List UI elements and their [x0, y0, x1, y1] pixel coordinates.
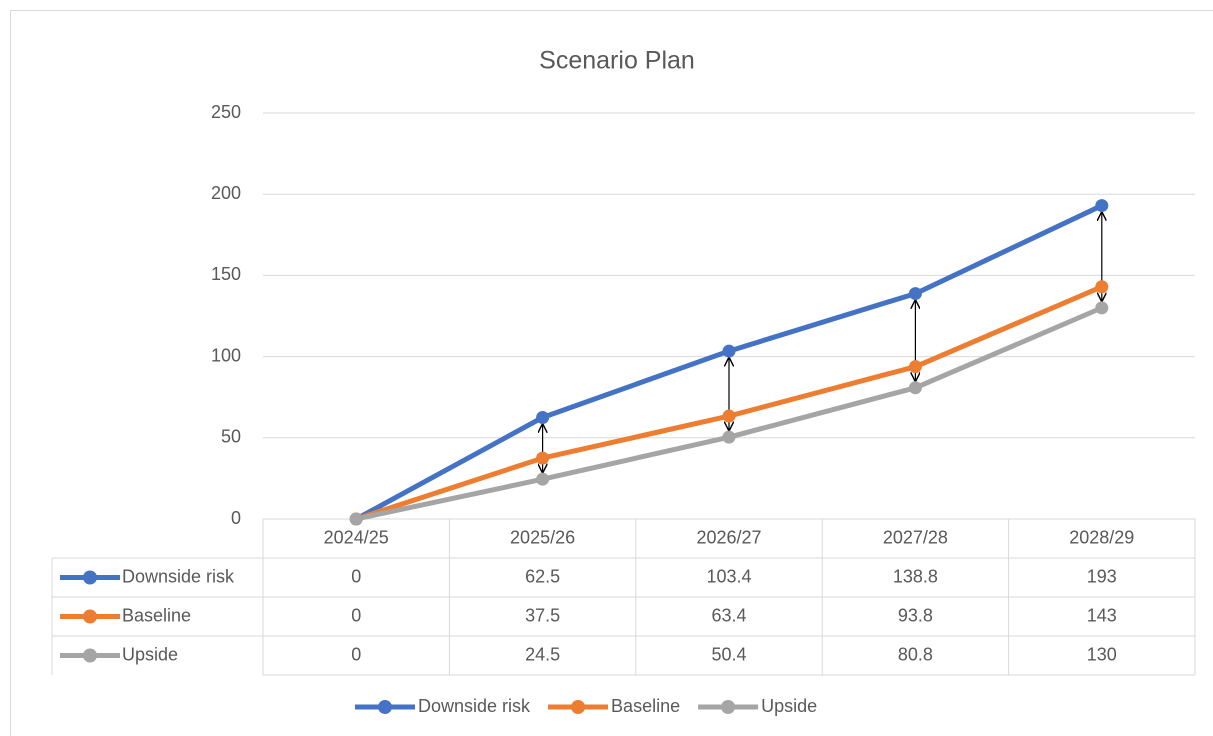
legend-label: Upside — [761, 696, 817, 716]
y-tick-label: 50 — [221, 427, 241, 447]
y-tick-label: 250 — [211, 102, 241, 122]
table-legend-key — [83, 570, 97, 585]
series-marker — [1095, 199, 1109, 213]
series-marker — [908, 381, 922, 395]
x-tick-label: 2028/29 — [1069, 527, 1134, 547]
y-tick-label: 0 — [231, 508, 241, 528]
table-value: 37.5 — [525, 605, 560, 625]
series-marker — [1095, 301, 1109, 315]
y-tick-label: 150 — [211, 264, 241, 284]
series-marker — [1095, 280, 1109, 294]
chart-title: Scenario Plan — [539, 47, 695, 75]
x-tick-label: 2027/28 — [883, 527, 948, 547]
legend-key — [721, 700, 736, 714]
table-value: 143 — [1087, 605, 1117, 625]
legend-key — [378, 700, 392, 714]
table-series-name: Baseline — [122, 605, 191, 625]
series-marker — [536, 411, 550, 424]
table-value: 50.4 — [711, 644, 746, 664]
series-marker — [722, 409, 736, 423]
series-marker — [536, 472, 550, 486]
table-value: 0 — [351, 566, 361, 586]
series-marker — [349, 512, 363, 526]
table-legend-key — [83, 648, 97, 663]
legend-key — [571, 700, 586, 714]
x-tick-label: 2024/25 — [324, 527, 389, 547]
table-value: 80.8 — [898, 644, 933, 664]
series-marker — [908, 360, 922, 374]
legend-label: Baseline — [611, 696, 680, 716]
table-value: 0 — [351, 605, 361, 625]
legend-label: Downside risk — [418, 696, 531, 716]
table-value: 24.5 — [525, 644, 560, 664]
y-tick-label: 100 — [211, 345, 241, 365]
table-value: 193 — [1087, 566, 1117, 586]
x-tick-label: 2025/26 — [510, 527, 575, 547]
x-tick-label: 2026/27 — [696, 527, 761, 547]
series-marker — [722, 430, 736, 444]
table-value: 138.8 — [893, 566, 938, 586]
y-tick-label: 200 — [211, 183, 241, 203]
series-marker — [722, 344, 736, 358]
series-marker — [536, 451, 550, 465]
table-value: 130 — [1087, 644, 1117, 664]
table-legend-key — [83, 609, 97, 624]
table-value: 0 — [351, 644, 361, 664]
table-series-name: Upside — [122, 644, 178, 664]
chart-border — [10, 10, 1213, 736]
table-series-name: Downside risk — [122, 566, 235, 586]
table-value: 103.4 — [706, 566, 751, 586]
series-marker — [908, 287, 922, 301]
table-value: 93.8 — [898, 605, 933, 625]
table-value: 63.4 — [711, 605, 746, 625]
table-value: 62.5 — [525, 566, 560, 586]
